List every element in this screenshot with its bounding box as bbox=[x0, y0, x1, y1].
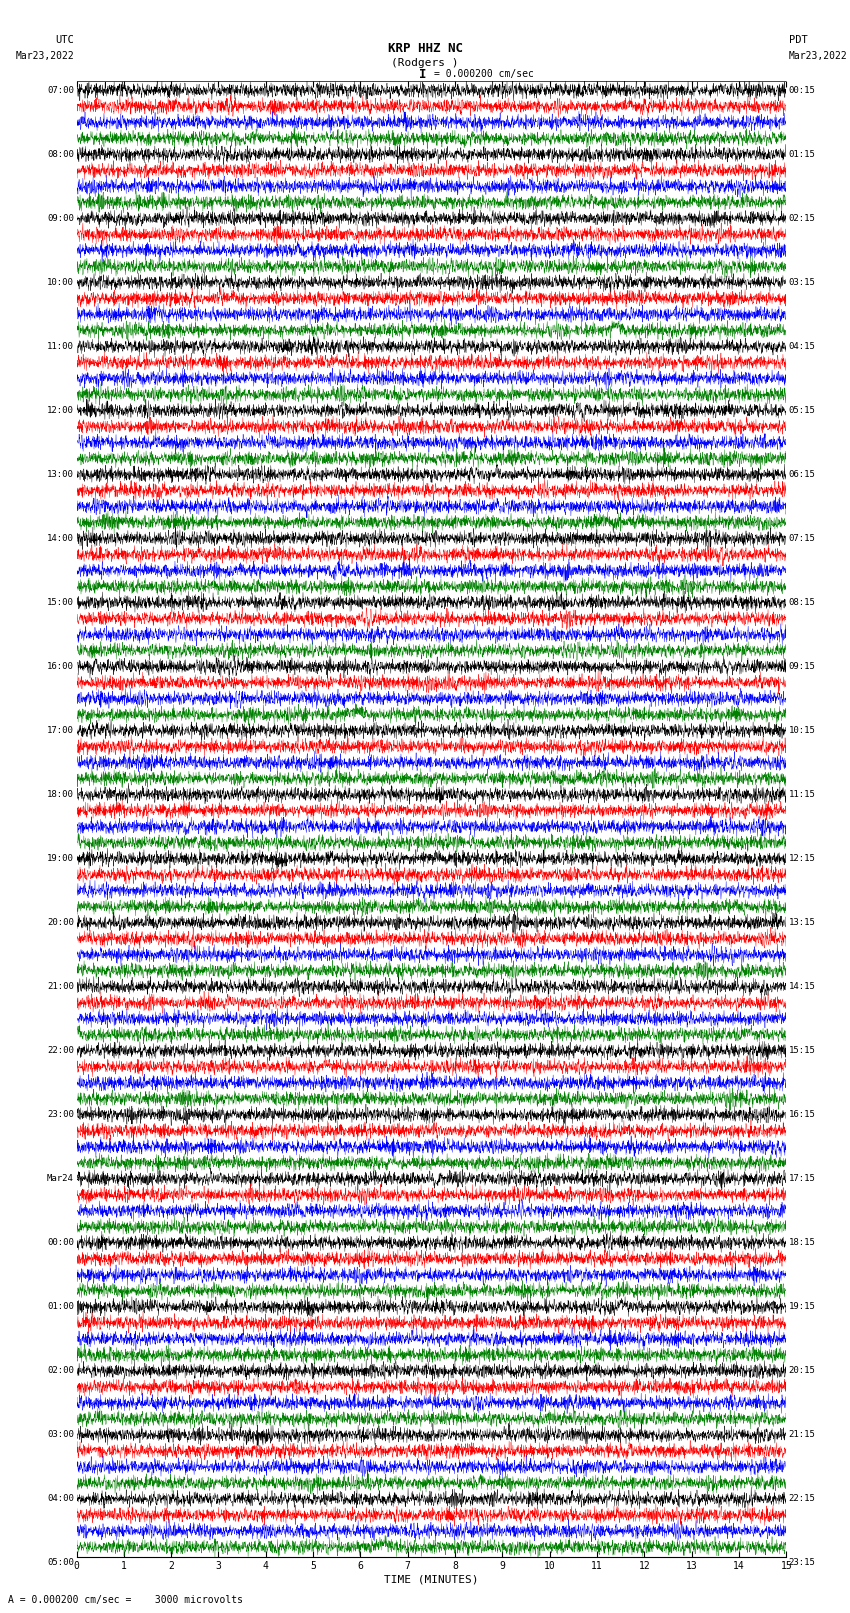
Text: 19:00: 19:00 bbox=[47, 855, 74, 863]
Text: 05:15: 05:15 bbox=[789, 406, 816, 415]
Text: 07:00: 07:00 bbox=[47, 85, 74, 95]
Text: 17:00: 17:00 bbox=[47, 726, 74, 736]
Text: 21:00: 21:00 bbox=[47, 982, 74, 990]
Text: 16:00: 16:00 bbox=[47, 661, 74, 671]
Text: 07:15: 07:15 bbox=[789, 534, 816, 544]
Text: I: I bbox=[419, 68, 426, 81]
Text: 04:15: 04:15 bbox=[789, 342, 816, 352]
Text: 02:00: 02:00 bbox=[47, 1366, 74, 1376]
Text: Mar23,2022: Mar23,2022 bbox=[789, 52, 847, 61]
Text: 00:15: 00:15 bbox=[789, 85, 816, 95]
Text: 14:15: 14:15 bbox=[789, 982, 816, 990]
Text: KRP HHZ NC: KRP HHZ NC bbox=[388, 42, 462, 55]
Text: 22:00: 22:00 bbox=[47, 1047, 74, 1055]
Text: 00:00: 00:00 bbox=[47, 1239, 74, 1247]
Text: UTC: UTC bbox=[55, 35, 74, 45]
Text: 01:15: 01:15 bbox=[789, 150, 816, 158]
Text: 12:00: 12:00 bbox=[47, 406, 74, 415]
Text: 13:00: 13:00 bbox=[47, 469, 74, 479]
Text: = 0.000200 cm/sec: = 0.000200 cm/sec bbox=[434, 69, 534, 79]
Text: 14:00: 14:00 bbox=[47, 534, 74, 544]
Text: 11:15: 11:15 bbox=[789, 790, 816, 798]
Text: Mar24: Mar24 bbox=[47, 1174, 74, 1184]
Text: 23:15: 23:15 bbox=[789, 1558, 816, 1568]
Text: 10:15: 10:15 bbox=[789, 726, 816, 736]
Text: 15:00: 15:00 bbox=[47, 598, 74, 606]
Text: 18:15: 18:15 bbox=[789, 1239, 816, 1247]
Text: 05:00: 05:00 bbox=[47, 1558, 74, 1568]
Text: 03:00: 03:00 bbox=[47, 1431, 74, 1439]
Text: 21:15: 21:15 bbox=[789, 1431, 816, 1439]
Text: 03:15: 03:15 bbox=[789, 277, 816, 287]
Text: 12:15: 12:15 bbox=[789, 855, 816, 863]
Text: 22:15: 22:15 bbox=[789, 1494, 816, 1503]
Text: 04:00: 04:00 bbox=[47, 1494, 74, 1503]
Text: 23:00: 23:00 bbox=[47, 1110, 74, 1119]
Text: 19:15: 19:15 bbox=[789, 1302, 816, 1311]
Text: 10:00: 10:00 bbox=[47, 277, 74, 287]
Text: 01:00: 01:00 bbox=[47, 1302, 74, 1311]
Text: 02:15: 02:15 bbox=[789, 215, 816, 223]
Text: 18:00: 18:00 bbox=[47, 790, 74, 798]
Text: 20:00: 20:00 bbox=[47, 918, 74, 927]
Text: A = 0.000200 cm/sec =    3000 microvolts: A = 0.000200 cm/sec = 3000 microvolts bbox=[8, 1595, 243, 1605]
Text: 06:15: 06:15 bbox=[789, 469, 816, 479]
Text: 09:00: 09:00 bbox=[47, 215, 74, 223]
Text: 17:15: 17:15 bbox=[789, 1174, 816, 1184]
Text: 08:15: 08:15 bbox=[789, 598, 816, 606]
Text: 20:15: 20:15 bbox=[789, 1366, 816, 1376]
Text: 15:15: 15:15 bbox=[789, 1047, 816, 1055]
X-axis label: TIME (MINUTES): TIME (MINUTES) bbox=[384, 1574, 479, 1584]
Text: 11:00: 11:00 bbox=[47, 342, 74, 352]
Text: 16:15: 16:15 bbox=[789, 1110, 816, 1119]
Text: 09:15: 09:15 bbox=[789, 661, 816, 671]
Text: Mar23,2022: Mar23,2022 bbox=[15, 52, 74, 61]
Text: 08:00: 08:00 bbox=[47, 150, 74, 158]
Text: PDT: PDT bbox=[789, 35, 808, 45]
Text: (Rodgers ): (Rodgers ) bbox=[391, 58, 459, 68]
Text: 13:15: 13:15 bbox=[789, 918, 816, 927]
